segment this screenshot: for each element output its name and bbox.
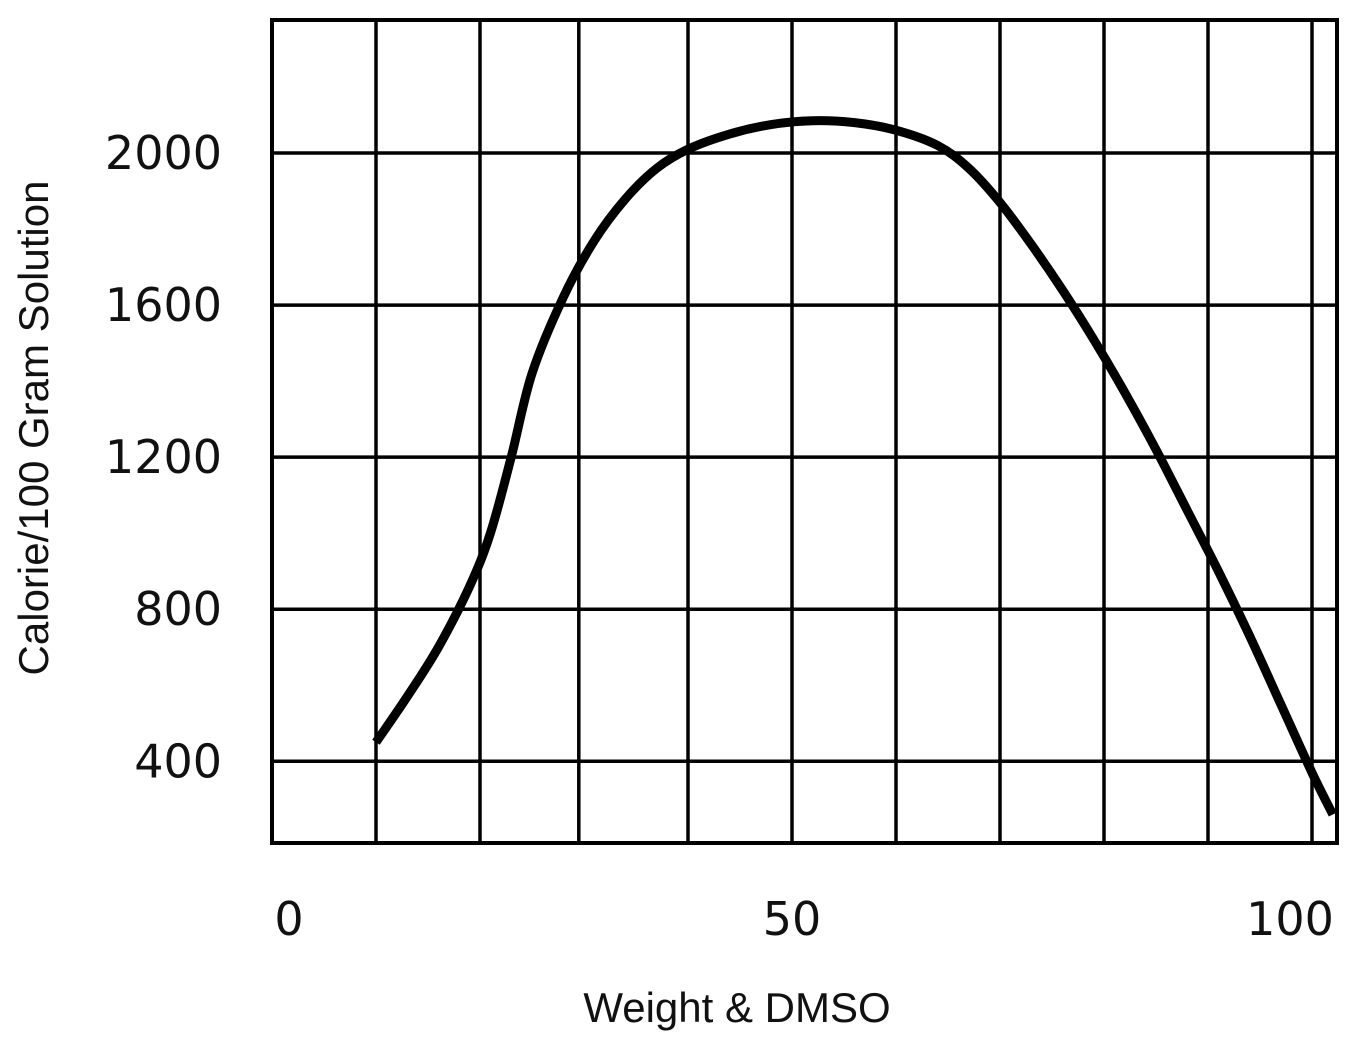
x-tick-label: 50 bbox=[763, 892, 822, 946]
x-axis-title: Weight & DMSO bbox=[583, 984, 890, 1031]
series-group bbox=[372, 116, 1337, 817]
x-axis-tick-labels: 0 50 100 bbox=[274, 892, 1334, 946]
y-axis-title: Calorie/100 Gram Solution bbox=[10, 181, 57, 676]
grid bbox=[272, 20, 1337, 843]
series-line bbox=[372, 116, 1337, 817]
y-tick-label: 1600 bbox=[105, 278, 222, 332]
y-tick-label: 400 bbox=[134, 734, 222, 788]
x-tick-label: 0 bbox=[274, 892, 303, 946]
plot-frame bbox=[270, 18, 1339, 845]
y-axis-tick-labels: 400 800 1200 1600 2000 bbox=[105, 126, 222, 788]
y-tick-label: 2000 bbox=[105, 126, 222, 180]
y-tick-label: 1200 bbox=[105, 430, 222, 484]
y-tick-label: 800 bbox=[134, 582, 222, 636]
x-tick-label: 100 bbox=[1246, 892, 1334, 946]
